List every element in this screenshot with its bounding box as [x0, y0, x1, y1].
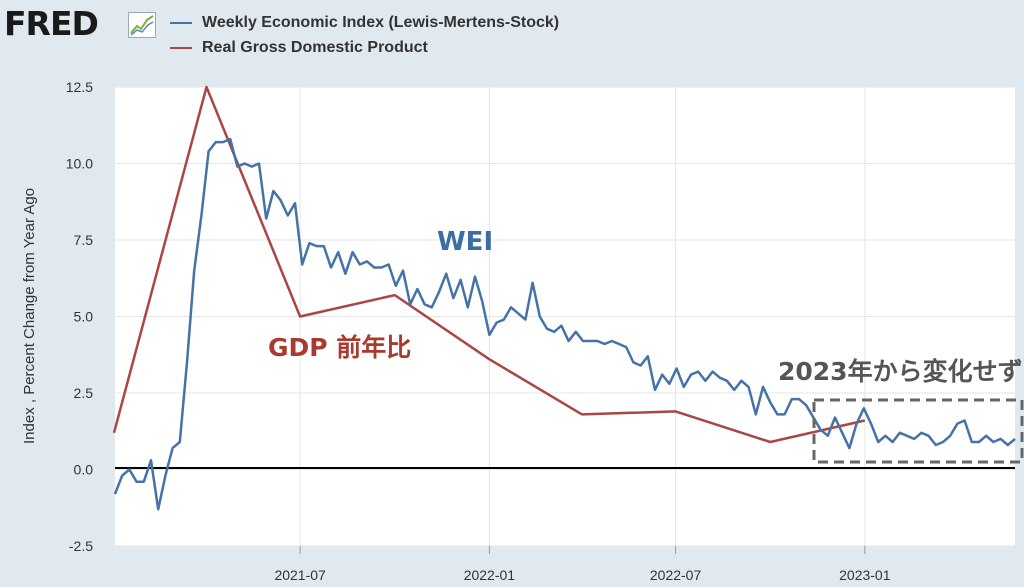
legend-label-wei: Weekly Economic Index (Lewis-Mertens-Sto… — [202, 14, 560, 31]
series-layer — [112, 85, 1016, 511]
y-axis-ticks: -2.5 0.0 2.5 5.0 7.5 10.0 12.5 — [66, 79, 93, 554]
y-tick-label: 12.5 — [66, 79, 93, 95]
chart-header: FRED Weekly Economic Index (Lewis-Merten… — [0, 0, 1024, 70]
legend-item-wei[interactable]: Weekly Economic Index (Lewis-Mertens-Sto… — [170, 13, 559, 33]
annotation-gdp: GDP 前年比 — [268, 333, 411, 362]
annotation-dashed-box — [812, 398, 1024, 464]
annotation-wei: WEI — [437, 227, 493, 257]
y-tick-label: 2.5 — [74, 385, 94, 401]
annotation-no-change-2023: 2023年から変化せず — [778, 357, 1023, 386]
fred-logo: FRED — [4, 4, 99, 43]
legend-swatch-wei — [170, 22, 192, 24]
x-tick-label: 2022-01 — [464, 567, 516, 583]
fred-logo-chart-icon — [128, 12, 156, 38]
legend-item-gdp[interactable]: Real Gross Domestic Product — [170, 38, 428, 58]
y-tick-label: 10.0 — [66, 156, 93, 172]
x-tick-label: 2022-07 — [650, 567, 702, 583]
x-tick-label: 2023-01 — [839, 567, 891, 583]
y-tick-label: 7.5 — [74, 232, 94, 248]
legend-swatch-gdp — [170, 47, 192, 49]
y-tick-label: -2.5 — [69, 538, 93, 554]
x-gridlines — [299, 87, 866, 546]
series-line-wei — [113, 137, 1016, 511]
x-tick-label: 2021-07 — [274, 567, 326, 583]
x-axis-ticks: 2021-07 2022-01 2022-07 2023-01 — [274, 546, 891, 583]
y-tick-label: 0.0 — [74, 462, 94, 478]
legend-label-gdp: Real Gross Domestic Product — [202, 39, 428, 56]
y-axis-label: Index , Percent Change from Year Ago — [21, 188, 38, 444]
y-tick-label: 5.0 — [74, 309, 94, 325]
